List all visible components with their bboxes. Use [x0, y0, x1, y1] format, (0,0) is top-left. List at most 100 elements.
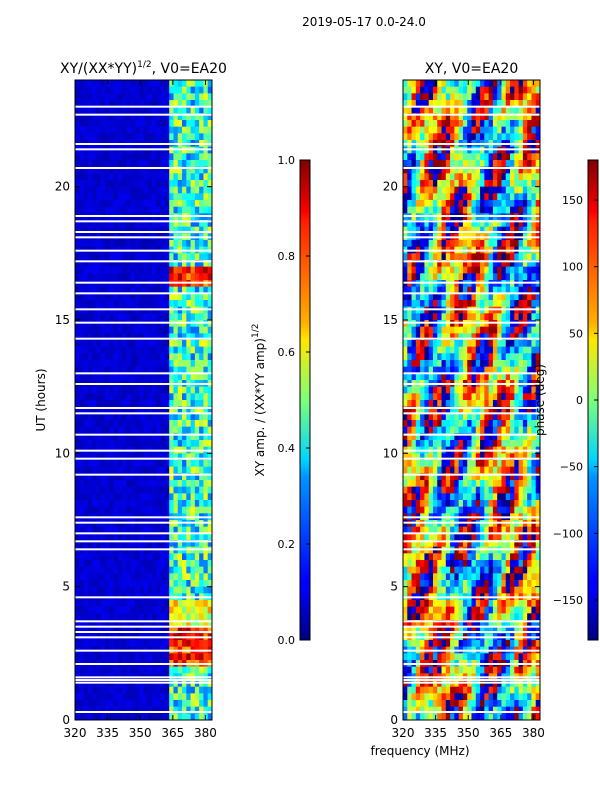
heatmap-cell — [432, 220, 438, 228]
heatmap-cell — [428, 333, 434, 341]
heatmap-cell — [497, 226, 502, 234]
heatmap-cell — [83, 500, 89, 508]
heatmap-cell — [169, 253, 174, 261]
heatmap-cell — [182, 580, 187, 588]
heatmap-cell — [527, 400, 532, 408]
heatmap-cell — [450, 186, 455, 194]
heatmap-cell — [194, 480, 200, 488]
heatmap-cell — [100, 206, 106, 214]
heatmap-cell — [130, 573, 136, 581]
heatmap-cell — [480, 186, 485, 194]
heatmap-cell — [441, 133, 447, 141]
heatmap-cell — [152, 286, 157, 294]
heatmap-cell — [177, 400, 183, 408]
heatmap-cell — [428, 393, 434, 401]
heatmap-cell — [428, 373, 434, 381]
heatmap-cell — [484, 340, 490, 348]
heatmap-cell — [152, 460, 157, 468]
heatmap-cell — [407, 286, 412, 294]
heatmap-cell — [437, 420, 442, 428]
heatmap-cell — [467, 326, 472, 334]
heatmap-cell — [96, 666, 102, 674]
heatmap-cell — [147, 393, 153, 401]
heatmap-cell — [164, 346, 170, 354]
heatmap-cell — [134, 113, 140, 121]
heatmap-cell — [411, 113, 417, 121]
heatmap-cell — [156, 286, 162, 294]
heatmap-cell — [518, 200, 524, 208]
heatmap-cell — [109, 473, 114, 481]
heatmap-cell — [152, 266, 157, 274]
heatmap-cell — [173, 193, 179, 201]
heatmap-cell — [441, 266, 447, 274]
heatmap-cell — [173, 340, 179, 348]
heatmap-cell — [518, 240, 524, 248]
heatmap-cell — [199, 400, 204, 408]
heatmap-cell — [199, 466, 204, 474]
heatmap-cell — [488, 193, 494, 201]
heatmap-cell — [130, 186, 136, 194]
heatmap-cell — [501, 453, 507, 461]
heatmap-cell — [177, 613, 183, 621]
heatmap-cell — [432, 153, 438, 161]
heatmap-cell — [407, 93, 412, 101]
heatmap-cell — [488, 433, 494, 441]
heatmap-cell — [471, 266, 477, 274]
heatmap-cell — [130, 193, 136, 201]
heatmap-cell — [122, 393, 127, 401]
heatmap-cell — [152, 126, 157, 134]
heatmap-cell — [182, 473, 187, 481]
heatmap-cell — [126, 606, 132, 614]
heatmap-cell — [96, 526, 102, 534]
heatmap-cell — [420, 340, 425, 348]
heatmap-cell — [450, 220, 455, 228]
heatmap-cell — [156, 293, 162, 301]
heatmap-cell — [186, 626, 191, 634]
heatmap-cell — [505, 120, 511, 128]
heatmap-cell — [143, 133, 149, 141]
heatmap-cell — [403, 120, 408, 128]
heatmap-cell — [152, 453, 157, 461]
heatmap-cell — [169, 133, 174, 141]
heatmap-cell — [420, 206, 425, 214]
heatmap-cell — [194, 206, 200, 214]
heatmap-cell — [505, 186, 511, 194]
heatmap-cell — [458, 126, 464, 134]
heatmap-cell — [152, 626, 157, 634]
heatmap-cell — [100, 433, 106, 441]
heatmap-cell — [96, 273, 102, 281]
heatmap-cell — [475, 400, 481, 408]
heatmap-cell — [458, 86, 464, 94]
heatmap-cell — [143, 220, 149, 228]
heatmap-cell — [207, 413, 212, 421]
heatmap-cell — [518, 286, 524, 294]
heatmap-cell — [450, 366, 455, 374]
heatmap-cell — [143, 626, 149, 634]
heatmap-cell — [467, 226, 472, 234]
heatmap-cell — [143, 500, 149, 508]
heatmap-cell — [92, 400, 97, 408]
heatmap-cell — [92, 580, 97, 588]
heatmap-cell — [514, 206, 519, 214]
heatmap-cell — [186, 613, 191, 621]
heatmap-cell — [199, 700, 204, 708]
heatmap-cell — [143, 666, 149, 674]
heatmap-cell — [122, 466, 127, 474]
heatmap-cell — [531, 226, 537, 234]
heatmap-cell — [488, 293, 494, 301]
heatmap-cell — [87, 700, 93, 708]
heatmap-cell — [535, 260, 540, 268]
heatmap-cell — [505, 400, 511, 408]
heatmap-cell — [492, 340, 498, 348]
heatmap-cell — [484, 400, 490, 408]
heatmap-cell — [497, 386, 502, 394]
heatmap-cell — [156, 606, 162, 614]
heatmap-cell — [203, 333, 209, 341]
heatmap-cell — [475, 393, 481, 401]
flagged-row — [75, 113, 212, 116]
heatmap-cell — [480, 346, 485, 354]
heatmap-cell — [199, 713, 204, 720]
heatmap-cell — [467, 133, 472, 141]
heatmap-cell — [497, 266, 502, 274]
heatmap-cell — [92, 340, 97, 348]
